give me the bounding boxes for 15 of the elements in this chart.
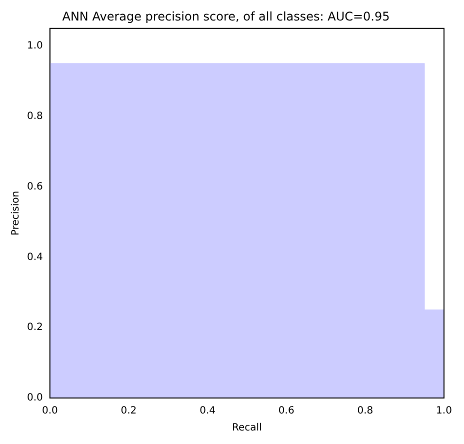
x-tick-label: 0.8 bbox=[357, 406, 374, 417]
y-tick-label: 0.4 bbox=[26, 252, 43, 263]
x-tick-label: 0.6 bbox=[278, 406, 294, 417]
y-tick-label: 0.8 bbox=[26, 110, 43, 122]
x-tick-label: 0.0 bbox=[42, 406, 58, 417]
y-tick-label: 1.0 bbox=[26, 40, 43, 52]
y-tick-label: 0.6 bbox=[26, 181, 43, 192]
chart-title: ANN Average precision score, of all classes: AUC=0.95 bbox=[62, 9, 390, 24]
y-axis-title: Precision bbox=[10, 190, 22, 236]
x-tick-label: 0.2 bbox=[120, 406, 137, 417]
x-tick-label: 1.0 bbox=[436, 406, 452, 417]
y-tick-label: 0.2 bbox=[26, 322, 43, 334]
x-tick-label: 0.4 bbox=[200, 406, 216, 417]
y-tick-label: 0.0 bbox=[26, 392, 43, 404]
x-axis-title: Recall bbox=[232, 422, 262, 434]
